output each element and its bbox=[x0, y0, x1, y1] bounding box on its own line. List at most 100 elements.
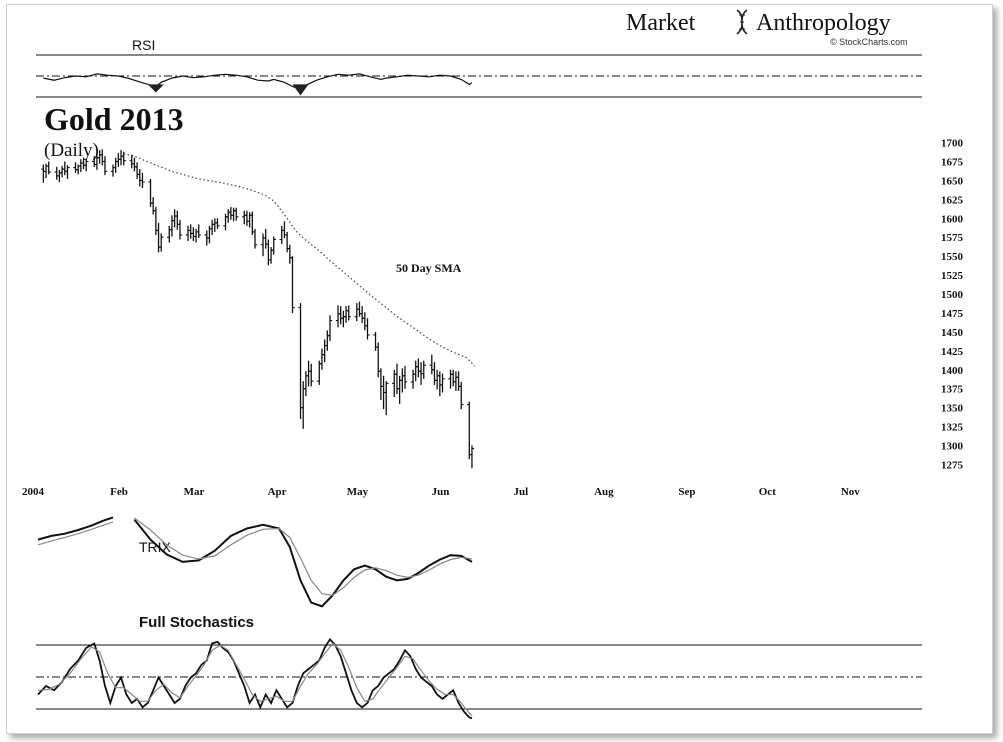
date-tick-label: Aug bbox=[594, 486, 614, 498]
date-tick-label: Sep bbox=[678, 486, 695, 498]
ohlc-bar bbox=[373, 331, 378, 351]
ohlc-bar bbox=[402, 365, 408, 389]
ohlc-bar bbox=[322, 339, 327, 363]
ohlc-bar bbox=[172, 209, 177, 228]
ohlc-bar bbox=[298, 303, 303, 419]
ohlc-bar bbox=[266, 239, 271, 266]
ohlc-bar bbox=[448, 369, 453, 389]
ohlc-bar bbox=[263, 228, 268, 249]
ohlc-bar bbox=[177, 219, 183, 240]
rsi-series bbox=[43, 73, 473, 91]
date-tick-label: Mar bbox=[184, 486, 205, 498]
ohlc-bar bbox=[156, 222, 161, 253]
date-tick-label: Feb bbox=[110, 486, 128, 498]
ohlc-bar bbox=[317, 360, 322, 385]
rsi-oversold-fill bbox=[292, 84, 309, 96]
ohlc-bar bbox=[159, 233, 164, 252]
rsi-oversold-fill bbox=[147, 84, 164, 93]
brand-name-part2: Anthropology bbox=[756, 10, 891, 36]
date-tick-label: Apr bbox=[268, 486, 287, 498]
ohlc-bar bbox=[113, 157, 118, 173]
ohlc-bar bbox=[62, 161, 67, 176]
price-tick-label: 1350 bbox=[941, 403, 964, 415]
ohlc-bar bbox=[215, 218, 220, 229]
price-tick-label: 1400 bbox=[941, 365, 964, 377]
rsi-panel: RSI bbox=[36, 37, 922, 98]
ohlc-bar bbox=[212, 218, 217, 232]
ohlc-bar bbox=[343, 306, 349, 323]
ohlc-bars bbox=[41, 149, 475, 469]
brand-logo: Market Anthropology © StockCharts.com bbox=[626, 9, 908, 47]
ohlc-bar bbox=[338, 306, 343, 325]
ohlc-bar bbox=[306, 360, 311, 387]
ohlc-bar bbox=[46, 161, 51, 175]
ohlc-bar bbox=[196, 224, 201, 238]
ohlc-bar bbox=[319, 348, 325, 370]
price-tick-label: 1275 bbox=[941, 459, 964, 471]
price-tick-label: 1425 bbox=[941, 346, 964, 358]
ohlc-bar bbox=[191, 227, 196, 242]
ohlc-bar bbox=[365, 318, 370, 340]
ohlc-bar bbox=[469, 445, 475, 469]
ohlc-bar bbox=[459, 381, 464, 410]
price-tick-label: 1525 bbox=[941, 270, 964, 282]
ohlc-bar bbox=[413, 360, 418, 382]
ohlc-bar bbox=[341, 310, 346, 328]
brand-name-part1: Market bbox=[626, 10, 696, 36]
stoch-d-series bbox=[37, 642, 473, 717]
ohlc-bar bbox=[234, 207, 239, 221]
ohlc-bar bbox=[244, 210, 250, 226]
ohlc-bar bbox=[335, 305, 341, 328]
ohlc-bar bbox=[59, 166, 65, 178]
date-tick-label: Jul bbox=[514, 486, 529, 498]
ohlc-bar bbox=[73, 162, 78, 173]
ohlc-bar bbox=[167, 225, 172, 243]
chart-frame bbox=[6, 4, 993, 734]
ohlc-bar bbox=[432, 362, 437, 385]
price-tick-label: 1550 bbox=[941, 251, 964, 263]
ohlc-bar bbox=[65, 165, 70, 179]
ohlc-bar bbox=[169, 215, 175, 237]
ohlc-bar bbox=[140, 172, 145, 189]
ohlc-bar bbox=[309, 363, 314, 387]
ohlc-bar bbox=[110, 164, 116, 177]
price-tick-label: 1600 bbox=[941, 213, 964, 225]
ohlc-bar bbox=[185, 225, 191, 242]
ohlc-bar bbox=[325, 330, 330, 351]
stoch-k-series bbox=[37, 637, 473, 720]
ohlc-bar bbox=[416, 358, 421, 378]
price-tick-label: 1575 bbox=[941, 232, 964, 244]
ohlc-bar bbox=[290, 256, 295, 313]
ohlc-bar bbox=[421, 360, 426, 379]
chart-subtitle: (Daily) bbox=[44, 140, 99, 161]
ohlc-bar bbox=[284, 231, 290, 253]
ohlc-bar bbox=[357, 301, 362, 317]
dna-helix-icon bbox=[736, 9, 748, 35]
ohlc-bar bbox=[327, 315, 333, 341]
ohlc-bar bbox=[100, 149, 105, 166]
price-tick-label: 1625 bbox=[941, 194, 964, 206]
ohlc-bar bbox=[376, 342, 381, 378]
sma-line bbox=[123, 153, 476, 367]
price-tick-label: 1325 bbox=[941, 422, 964, 434]
sma-annotation: 50 Day SMA bbox=[396, 261, 462, 275]
ohlc-bar bbox=[271, 236, 276, 255]
price-tick-label: 1300 bbox=[941, 440, 964, 452]
ohlc-bar bbox=[121, 151, 126, 166]
ohlc-bar bbox=[175, 210, 180, 230]
ohlc-bar bbox=[394, 363, 400, 394]
price-axis: 1700 1675 1650 1625 1600 1575 1550 1525 1500 1475… bbox=[941, 138, 964, 472]
ohlc-bar bbox=[384, 381, 389, 416]
ohlc-bar bbox=[228, 206, 234, 220]
ohlc-bar bbox=[378, 368, 384, 401]
ohlc-bar bbox=[287, 244, 293, 264]
ohlc-bar bbox=[188, 224, 193, 239]
chart-title: Gold 2013 bbox=[44, 101, 184, 137]
ohlc-bar bbox=[78, 159, 84, 173]
trix-signal-series bbox=[134, 517, 473, 596]
ohlc-bar bbox=[252, 228, 258, 249]
date-tick-label: May bbox=[347, 486, 369, 498]
ohlc-bar bbox=[84, 159, 89, 172]
ohlc-bar bbox=[134, 162, 140, 179]
ohlc-bar bbox=[359, 306, 365, 323]
